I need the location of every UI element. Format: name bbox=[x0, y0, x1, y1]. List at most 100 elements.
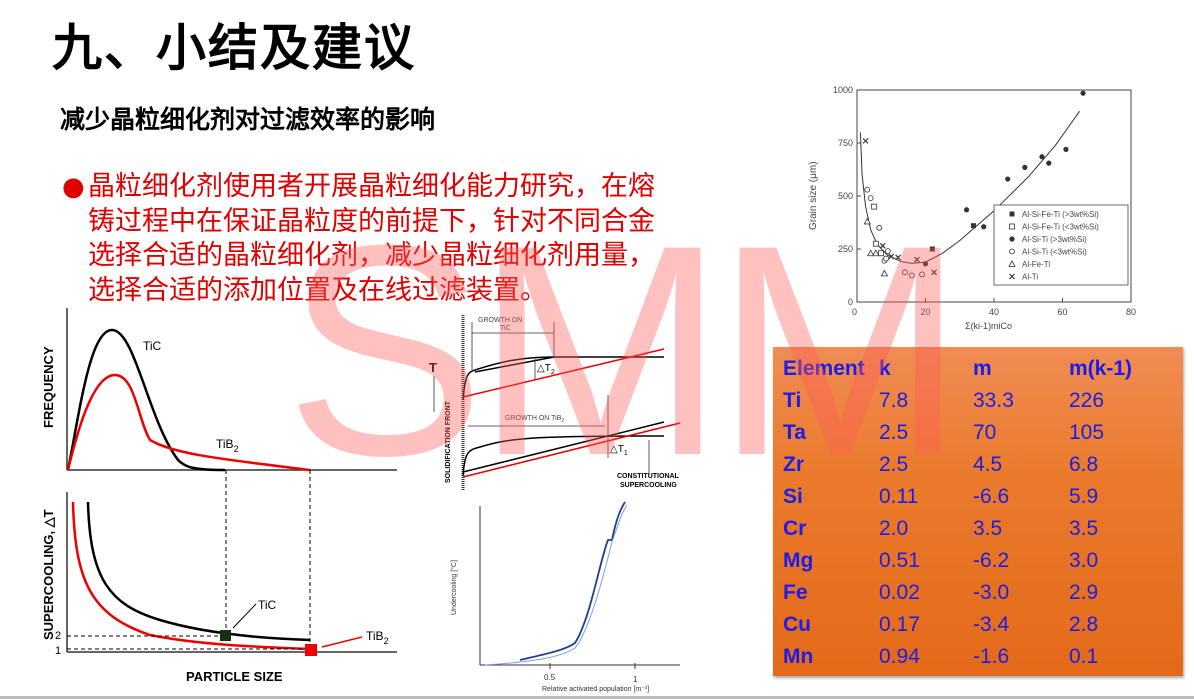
data-point bbox=[884, 248, 891, 255]
supercooling-axis-label: SUPERCOOLING, △T bbox=[41, 509, 56, 640]
column-header: m bbox=[973, 357, 992, 380]
column-header: k bbox=[879, 357, 891, 380]
data-point bbox=[914, 256, 920, 263]
tib2-label: TiB2 bbox=[366, 629, 389, 646]
table-row: Ti 7.8 33.3 226 bbox=[783, 385, 1169, 417]
tic-supercooling-curve bbox=[86, 501, 311, 642]
data-point bbox=[872, 249, 880, 257]
x-tick-label: 80 bbox=[1126, 307, 1136, 317]
value-cell: 6.8 bbox=[1069, 453, 1099, 476]
x-tick-label: 20 bbox=[921, 307, 931, 317]
particle-size-figure: TiC TiB2 TiC TiB2 2 1 FREQUENCY SUPERCOO… bbox=[41, 308, 397, 684]
growth-tic-label: TiC bbox=[500, 325, 511, 332]
value-cell: 33.3 bbox=[973, 389, 1014, 412]
legend-box bbox=[993, 204, 1129, 286]
data-point bbox=[1080, 90, 1086, 96]
solidification-front-label: SOLIDIFICATION FRONT bbox=[445, 400, 452, 483]
y-tick-label: 0 bbox=[848, 297, 853, 307]
tick-label: 1 bbox=[633, 675, 638, 684]
value-cell: 0.02 bbox=[879, 581, 920, 604]
element-cell: Si bbox=[783, 485, 803, 508]
tic-frequency-curve bbox=[66, 328, 226, 472]
tic-marker bbox=[220, 630, 231, 641]
delta-t1-label: △T1 bbox=[610, 444, 628, 457]
undercooling-curve-light bbox=[484, 504, 628, 666]
elements-table-panel: Element k m m(k-1) Ti 7.8 33.3 226 Ta 2.5 70 10… bbox=[773, 347, 1183, 676]
table-row: Zr 2.5 4.5 6.8 bbox=[783, 449, 1169, 481]
data-point bbox=[883, 255, 890, 262]
value-cell: 3.0 bbox=[1069, 549, 1099, 572]
value-cell: 0.1 bbox=[1069, 645, 1099, 668]
value-cell: -6.6 bbox=[973, 485, 1010, 508]
legend-label: Al-Si-Fe-Ti (>3wt%Si) bbox=[1022, 210, 1099, 219]
value-cell: 105 bbox=[1069, 421, 1105, 444]
growth-tib2-label: GROWTH ON TiB2 bbox=[505, 415, 564, 424]
value-cell: -3.0 bbox=[973, 581, 1010, 604]
growth-tic-label: GROWTH ON bbox=[478, 317, 522, 324]
value-cell: 0.94 bbox=[879, 645, 920, 668]
data-point bbox=[878, 250, 884, 257]
y-tick-label: 1000 bbox=[833, 85, 853, 95]
table-row: Mn 0.94 -1.6 0.1 bbox=[783, 641, 1169, 673]
data-point bbox=[1005, 176, 1011, 182]
legend-marker bbox=[1009, 248, 1015, 255]
legend-marker bbox=[1009, 211, 1015, 217]
x-tick-label: 40 bbox=[989, 307, 999, 317]
element-cell: Cu bbox=[783, 613, 811, 636]
value-cell: 4.5 bbox=[973, 453, 1003, 476]
bullet-line: 铸过程中在保证晶粒度的前提下，针对不同合金 bbox=[88, 205, 655, 237]
slide-subtitle: 减少晶粒细化剂对过滤效率的影响 bbox=[60, 105, 436, 134]
data-point bbox=[964, 207, 970, 213]
grain-size-scatter-chart: 0 20 40 60 80 0 250 500 750 1000 Al-Si-Fe-Ti (>3w… bbox=[808, 85, 1136, 331]
fit-curve bbox=[859, 110, 1081, 264]
value-cell: 70 bbox=[973, 421, 997, 444]
tick-label: 2 bbox=[55, 630, 61, 642]
value-cell: -3.4 bbox=[973, 613, 1010, 636]
tib2-frequency-curve bbox=[66, 373, 311, 472]
value-cell: 226 bbox=[1069, 389, 1105, 412]
tic-label: TiC bbox=[143, 339, 162, 353]
value-cell: 2.8 bbox=[1069, 613, 1099, 636]
tib2-label: TiB2 bbox=[216, 437, 239, 454]
data-point bbox=[981, 224, 987, 230]
y-tick-label: 250 bbox=[838, 244, 853, 254]
column-header: Element bbox=[783, 357, 865, 380]
legend-label: Al-Fe-Ti bbox=[1022, 260, 1050, 269]
data-point bbox=[929, 246, 935, 252]
data-point bbox=[863, 217, 871, 225]
data-point bbox=[908, 272, 915, 279]
data-point bbox=[895, 254, 902, 261]
data-point bbox=[931, 269, 937, 276]
column-header: m(k-1) bbox=[1069, 357, 1133, 380]
temperature-label: T bbox=[429, 360, 437, 375]
x-axis-label: Σ(ki-1)miCo bbox=[965, 321, 1012, 331]
table-row: Mg 0.51 -6.2 3.0 bbox=[783, 545, 1169, 577]
data-point bbox=[919, 271, 925, 278]
value-cell: 2.5 bbox=[879, 453, 909, 476]
tick-label: 1 bbox=[55, 645, 61, 657]
value-cell: 7.8 bbox=[879, 389, 909, 412]
data-point bbox=[970, 223, 976, 229]
element-cell: Ti bbox=[783, 389, 802, 412]
growth-figure: GROWTH ON TiC GROWTH ON TiB2 △T2 △T1 T S… bbox=[429, 315, 681, 490]
bottom-border bbox=[0, 696, 1194, 699]
element-cell: Mn bbox=[783, 645, 814, 668]
x-tick-label: 60 bbox=[1058, 307, 1068, 317]
element-cell: Cr bbox=[783, 517, 807, 540]
constitutional-supercooling-label: CONSTITUTIONAL bbox=[617, 473, 680, 480]
value-cell: 2.5 bbox=[879, 421, 909, 444]
element-cell: Fe bbox=[783, 581, 808, 604]
data-point bbox=[867, 249, 875, 257]
y-axis-label: Undercooling [°C] bbox=[450, 560, 458, 615]
value-cell: 0.11 bbox=[879, 485, 919, 508]
data-point bbox=[902, 269, 908, 276]
undercooling-curve-dark bbox=[519, 501, 626, 661]
y-axis-label: Grain size (μm) bbox=[808, 161, 819, 230]
data-point bbox=[1039, 154, 1045, 160]
value-cell: 0.51 bbox=[879, 549, 920, 572]
data-point bbox=[922, 261, 929, 267]
value-cell: -6.2 bbox=[973, 549, 1010, 572]
undercooling-figure: 0.5 1 Relative activated population [m⁻³… bbox=[450, 501, 680, 693]
tic-label: TiC bbox=[258, 598, 277, 612]
